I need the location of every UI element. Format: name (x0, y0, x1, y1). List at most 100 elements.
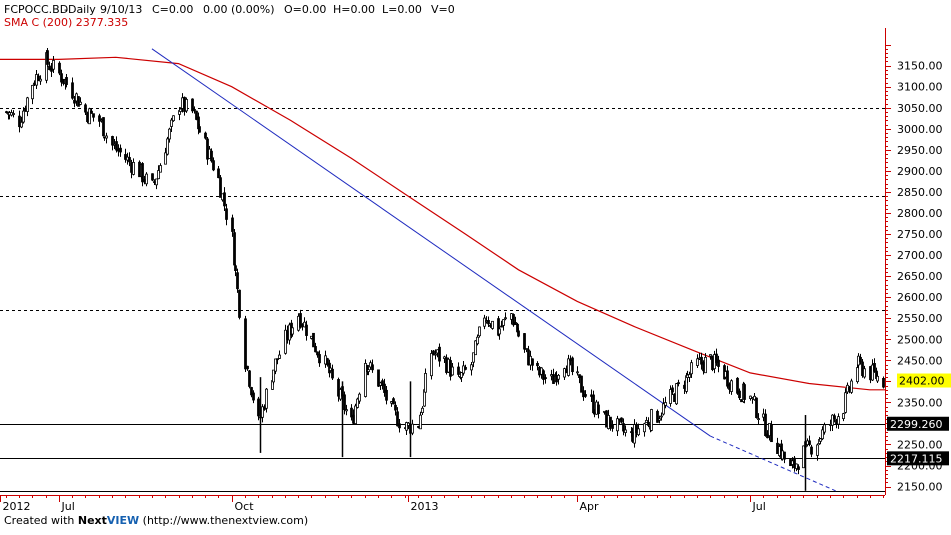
candle-body (715, 353, 718, 364)
y-tick-label: 3050.00 (897, 102, 943, 115)
candle-body (700, 356, 703, 365)
candle-body (497, 318, 500, 336)
candle-body (12, 113, 15, 115)
last-price-label: 2402.00 (899, 375, 945, 388)
candle-body (193, 109, 196, 111)
candle-body (331, 368, 334, 379)
candle-body (92, 113, 95, 118)
candle-body (810, 446, 813, 455)
candle-body (831, 414, 834, 426)
candle-body (166, 138, 169, 155)
horizontal-levels (0, 108, 885, 492)
candle-body (26, 97, 29, 112)
candle-body (882, 377, 885, 388)
candle-body (582, 390, 585, 398)
candle-body (195, 110, 198, 120)
candle-body (819, 438, 822, 442)
candle-body (185, 99, 188, 112)
candle-body (483, 317, 486, 327)
candle-body (305, 324, 308, 336)
candle-body (299, 313, 302, 328)
candle-body (567, 358, 570, 376)
candle-body (616, 418, 619, 432)
x-tick-label: Oct (235, 500, 255, 513)
candle-body (246, 365, 249, 370)
candle-body (405, 422, 408, 431)
candle-body (88, 108, 91, 125)
candle-body (470, 364, 473, 371)
candle-body (73, 99, 76, 104)
candle-body (343, 394, 346, 411)
candle-body (225, 208, 228, 220)
candle-body (164, 152, 167, 165)
candle-body (411, 423, 414, 434)
candle-body (704, 356, 707, 374)
candle-body (863, 368, 866, 378)
candle-body (675, 383, 678, 405)
header-interval: -Daily (64, 3, 96, 16)
candle-body (31, 84, 34, 100)
candle-body (159, 165, 162, 173)
candle-body (318, 354, 321, 364)
candle-body (876, 375, 879, 382)
candle-body (98, 115, 101, 122)
candle-body (274, 358, 277, 372)
candle-body (84, 104, 87, 113)
candle-body (234, 265, 237, 271)
candle-body (198, 126, 201, 133)
candle-body (658, 418, 661, 421)
candle-body (191, 98, 194, 112)
x-tick-label: Apr (580, 500, 600, 513)
candle-body (451, 366, 454, 376)
candle-body (151, 173, 154, 181)
candle-body (350, 407, 353, 418)
candle-body (204, 132, 207, 139)
candle-body (476, 336, 479, 345)
candle-body (377, 369, 380, 387)
y-tick-label: 2150.00 (897, 481, 943, 494)
candle-body (738, 390, 741, 399)
candle-body (542, 370, 545, 380)
candle-body (58, 62, 61, 74)
candle-body (816, 444, 819, 456)
candle-body (115, 141, 118, 151)
candle-body (60, 73, 63, 83)
candle-body (580, 375, 583, 393)
y-tick-label: 2450.00 (897, 354, 943, 367)
candle-body (764, 413, 767, 437)
candle-body (37, 75, 40, 81)
candle-body (622, 423, 625, 432)
candle-body (856, 367, 859, 383)
candle-body (643, 423, 646, 433)
candle-body (367, 369, 370, 372)
candle-body (132, 162, 135, 175)
candle-body (312, 332, 315, 348)
candle-body (223, 192, 226, 207)
candle-body (633, 424, 636, 444)
candle-body (662, 403, 665, 415)
y-tick-label: 2650.00 (897, 270, 943, 283)
footer-url[interactable]: (http://www.thenextview.com) (142, 514, 309, 527)
y-tick-label: 2550.00 (897, 312, 943, 325)
y-tick-label: 2750.00 (897, 228, 943, 241)
candle-body (802, 445, 805, 469)
candle-body (252, 392, 255, 401)
header-low: L=0.00 (382, 3, 422, 16)
y-tick-label: 2950.00 (897, 144, 943, 157)
footer-credit: Created with NextVIEW (http://www.thenex… (4, 514, 308, 527)
candle-body (157, 170, 160, 180)
candle-body (421, 407, 424, 413)
candle-body (690, 362, 693, 375)
candle-body (276, 358, 279, 361)
header-symbol: FCPOCC.BD (4, 3, 68, 16)
candle-body (22, 110, 25, 123)
candle-body (536, 362, 539, 367)
candle-body (79, 101, 82, 105)
candle-body (837, 416, 840, 425)
candle-body (432, 350, 435, 355)
candle-body (316, 351, 319, 356)
y-tick-label: 3000.00 (897, 123, 943, 136)
candle-body (238, 289, 241, 318)
